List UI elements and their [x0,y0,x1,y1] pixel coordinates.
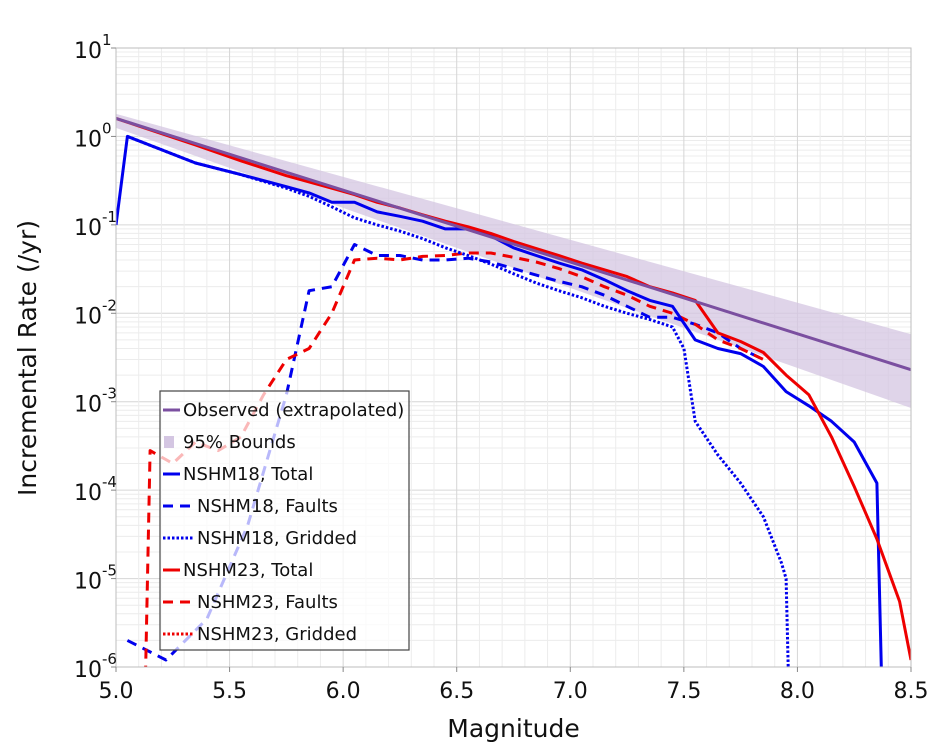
y-tick-label: 10-3 [74,385,117,418]
x-tick-label: 6.5 [439,679,474,704]
y-tick-label: 100 [74,119,112,152]
x-tick-label: 8.0 [780,679,815,704]
y-tick-label: 10-5 [74,562,117,595]
legend-label: Observed (extrapolated) [183,400,404,421]
legend-swatch [164,436,174,448]
y-tick-label: 10-1 [74,208,117,241]
x-ticks: 5.0 5.5 6.0 6.5 7.0 7.5 8.0 8.5 [99,667,929,704]
x-tick-label: 5.0 [99,679,134,704]
series-line-2 [126,243,765,662]
legend-label: NSHM18, Total [183,464,313,485]
plot-frame [115,47,912,668]
x-tick-label: 7.0 [553,679,588,704]
legend-label: NSHM23, Gridded [197,624,357,645]
legend-label: NSHM23, Faults [197,592,338,613]
legend-label: 95% Bounds [183,432,296,453]
y-tick-label: 10-6 [74,650,117,683]
y-tick-label: 101 [74,31,112,64]
x-tick-label: 5.5 [212,679,247,704]
legend-label: NSHM23, Total [183,560,313,581]
x-tick-label: 7.5 [666,679,701,704]
x-axis-label: Magnitude [447,714,579,743]
series-line-0 [116,116,911,372]
y-tick-label: 10-2 [74,296,117,329]
series-line-3 [126,135,790,667]
legend-label: NSHM18, Gridded [197,528,357,549]
x-tick-label: 8.5 [894,679,929,704]
legend-label: NSHM18, Faults [197,496,338,517]
y-ticks: 101 100 10-1 10-2 10-3 10-4 10-5 10-6 [74,31,117,683]
legend-box [159,390,410,651]
series-line-1 [116,134,883,667]
y-axis-label: Incremental Rate (/yr) [13,220,42,496]
x-tick-label: 6.0 [326,679,361,704]
y-tick-label: 10-4 [74,473,117,506]
legend: Observed (extrapolated) 95% Bounds NSHM18,… [159,390,410,651]
